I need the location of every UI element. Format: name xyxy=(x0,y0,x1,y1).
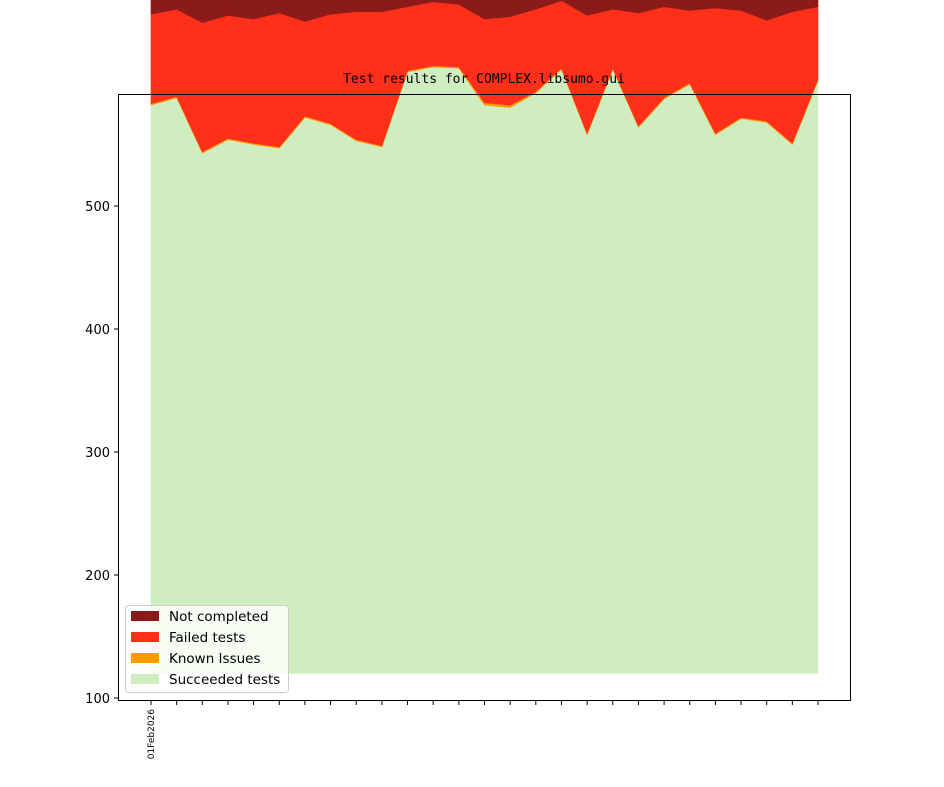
chart-title: Test results for COMPLEX.libsumo.gui xyxy=(343,72,625,87)
area-not-completed xyxy=(150,0,819,24)
legend-box xyxy=(125,605,289,693)
legend-swatch xyxy=(131,674,159,684)
legend-label: Not completed xyxy=(169,609,269,625)
legend-swatch xyxy=(131,611,159,621)
legend-swatch xyxy=(131,632,159,642)
legend-swatch xyxy=(131,653,159,663)
y-tick-label: 300 xyxy=(85,446,110,461)
x-axis: 01Feb2026 xyxy=(147,701,819,760)
x-tick-label: 01Feb2026 xyxy=(147,709,157,760)
legend-label: Known Issues xyxy=(169,651,261,667)
plot-areas xyxy=(150,0,819,674)
y-tick-label: 400 xyxy=(85,323,110,338)
y-tick-label: 500 xyxy=(85,200,110,215)
y-axis: 100 200 300 400 500 xyxy=(85,200,118,707)
legend-label: Succeeded tests xyxy=(169,672,280,688)
y-tick-label: 100 xyxy=(85,692,110,707)
plot-frame xyxy=(118,94,851,701)
area-succeeded-tests xyxy=(150,66,819,674)
legend: Not completed Failed tests Known Issues Suc… xyxy=(125,605,289,693)
y-tick-label: 200 xyxy=(85,569,110,584)
legend-label: Failed tests xyxy=(169,630,245,646)
